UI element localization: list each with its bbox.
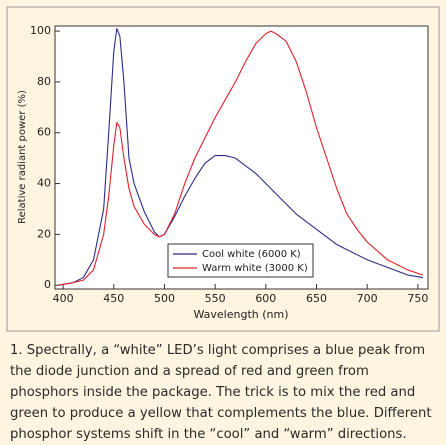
x-tick-label: 550	[205, 292, 226, 305]
series-line	[57, 27, 424, 286]
y-tick-label: 20	[37, 227, 51, 240]
y-tick-label: 100	[30, 24, 51, 37]
series-line	[57, 30, 424, 286]
x-tick-label: 650	[306, 292, 327, 305]
y-tick-label: 40	[37, 177, 51, 190]
y-tick-label: 80	[37, 75, 51, 88]
figure-frame	[6, 6, 440, 332]
x-axis-title: Wavelength (nm)	[193, 308, 288, 321]
x-tick-label: 450	[103, 292, 124, 305]
legend-label: Cool white (6000 K)	[202, 249, 301, 260]
y-axis-title: Relative radiant power (%)	[17, 90, 28, 224]
y-tick-label: 60	[37, 126, 51, 139]
legend-label: Warm white (3000 K)	[202, 263, 308, 274]
x-tick-label: 400	[53, 292, 74, 305]
x-tick-label: 600	[255, 292, 276, 305]
x-tick-label: 500	[154, 292, 175, 305]
caption: 1. Spectrally, a “white” LED’s light com…	[10, 343, 432, 442]
y-tick-label: 0	[44, 278, 51, 291]
x-tick-label: 750	[407, 292, 428, 305]
x-tick-label: 700	[357, 292, 378, 305]
legend-box	[167, 243, 314, 278]
